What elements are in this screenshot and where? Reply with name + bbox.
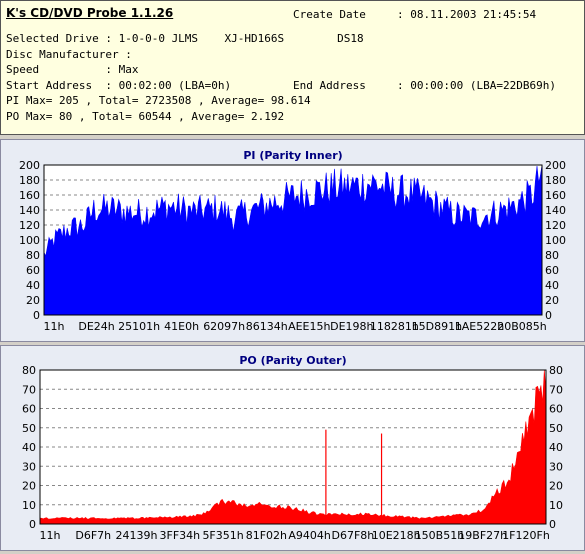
end-address-value: : 00:00:00 (LBA=22DB69h) [397, 79, 556, 92]
pi-ytick-left: 80 [26, 249, 40, 262]
po-xtick-label: D67F8h [332, 529, 375, 542]
pi-summary: PI Max= 205 , Total= 2723508 , Average= … [6, 94, 311, 107]
pi-xtick-label: 20B085h [497, 320, 547, 333]
pi-ytick-right: 100 [545, 234, 566, 247]
pi-ytick-right: 120 [545, 219, 566, 232]
po-xtick-label: 1F120Fh [502, 529, 550, 542]
po-xtick-label: D6F7h [75, 529, 111, 542]
speed: Speed : Max [6, 63, 139, 76]
pi-chart-title: PI (Parity Inner) [243, 149, 342, 162]
po-xtick-label: 150B51h [415, 529, 465, 542]
disc-manufacturer: Disc Manufacturer : [6, 48, 132, 61]
create-date-value: : 08.11.2003 21:45:54 [397, 8, 537, 21]
pi-ytick-right: 160 [545, 189, 566, 202]
pi-ytick-right: 60 [545, 264, 559, 277]
po-ytick-left: 40 [22, 441, 36, 454]
pi-ytick-right: 200 [545, 159, 566, 172]
pi-plot-border [43, 164, 543, 316]
po-ytick-right: 20 [549, 480, 563, 493]
pi-ytick-left: 40 [26, 279, 40, 292]
po-ytick-right: 10 [549, 499, 563, 512]
po-xtick-label: 11h [40, 529, 61, 542]
po-ytick-left: 30 [22, 460, 36, 473]
pi-xtick-label: 118281h [370, 320, 419, 333]
po-chart-title: PO (Parity Outer) [239, 354, 346, 367]
pi-ytick-left: 60 [26, 264, 40, 277]
po-xtick-label: 81F02h [246, 529, 287, 542]
pi-xtick-label: 62097h [203, 320, 245, 333]
po-ytick-right: 40 [549, 441, 563, 454]
pi-data-area [43, 164, 543, 316]
pi-xtick-label: DE24h [78, 320, 114, 333]
pi-ytick-left: 20 [26, 294, 40, 307]
po-xtick-label: 10E218h [372, 529, 421, 542]
po-chart-panel: PO (Parity Outer) 0 0 10 10 20 20 30 30 40 40 50 50 6… [0, 345, 585, 551]
pi-chart: PI (Parity Inner) 0 0 20 20 40 40 60 60 80 80 100 10… [19, 149, 566, 333]
pi-ytick-left: 0 [33, 309, 40, 322]
pi-xtick-label: DE198h [330, 320, 373, 333]
pi-ytick-left: 120 [19, 219, 40, 232]
pi-ytick-right: 20 [545, 294, 559, 307]
app-title: K's CD/DVD Probe 1.1.26 [6, 6, 174, 20]
po-ytick-right: 70 [549, 383, 563, 396]
po-plot-border [39, 369, 547, 525]
pi-xtick-label: AEE15h [288, 320, 330, 333]
pi-ytick-left: 100 [19, 234, 40, 247]
create-date-label: Create Date [293, 8, 366, 21]
po-chart: PO (Parity Outer) 0 0 10 10 20 20 30 30 40 40 50 50 6… [22, 354, 563, 542]
po-xtick-label: 5F351h [202, 529, 243, 542]
po-summary: PO Max= 80 , Total= 60544 , Average= 2.1… [6, 110, 285, 123]
po-xtick-label: 24139h [116, 529, 158, 542]
po-ytick-left: 0 [29, 518, 36, 531]
info-panel: K's CD/DVD Probe 1.1.26 Create Date : 08… [0, 0, 585, 135]
pi-xtick-label: 86134h [246, 320, 288, 333]
pi-ytick-left: 160 [19, 189, 40, 202]
po-ytick-right: 0 [549, 518, 556, 531]
pi-chart-panel: PI (Parity Inner) 0 0 20 20 40 40 60 60 80 80 100 10… [0, 139, 585, 342]
pi-xtick-label: 1AE522h [455, 320, 504, 333]
pi-ytick-right: 0 [545, 309, 552, 322]
po-xtick-label: 3FF34h [160, 529, 201, 542]
po-ytick-left: 20 [22, 480, 36, 493]
pi-xtick-label: 41E0h [164, 320, 199, 333]
pi-ytick-right: 80 [545, 249, 559, 262]
po-ytick-right: 30 [549, 460, 563, 473]
pi-ytick-right: 40 [545, 279, 559, 292]
end-address-label: End Address [293, 79, 366, 92]
po-ytick-right: 50 [549, 422, 563, 435]
po-ytick-right: 60 [549, 403, 563, 416]
po-xtick-label: A9404h [288, 529, 331, 542]
po-ytick-left: 10 [22, 499, 36, 512]
pi-xtick-label: 15D891h [412, 320, 462, 333]
po-ytick-left: 80 [22, 364, 36, 377]
pi-ytick-right: 180 [545, 174, 566, 187]
po-data-area [39, 369, 547, 525]
pi-ytick-left: 200 [19, 159, 40, 172]
po-ytick-left: 70 [22, 383, 36, 396]
pi-ytick-right: 140 [545, 204, 566, 217]
selected-drive: Selected Drive : 1-0-0-0 JLMS XJ-HD166S … [6, 32, 364, 45]
start-address: Start Address : 00:02:00 (LBA=0h) [6, 79, 232, 92]
po-xtick-label: 19BF27h [458, 529, 507, 542]
po-ytick-left: 50 [22, 422, 36, 435]
pi-ytick-left: 180 [19, 174, 40, 187]
pi-xtick-label: 11h [44, 320, 65, 333]
pi-ytick-left: 140 [19, 204, 40, 217]
po-ytick-left: 60 [22, 403, 36, 416]
pi-xtick-label: 25101h [118, 320, 160, 333]
po-ytick-right: 80 [549, 364, 563, 377]
